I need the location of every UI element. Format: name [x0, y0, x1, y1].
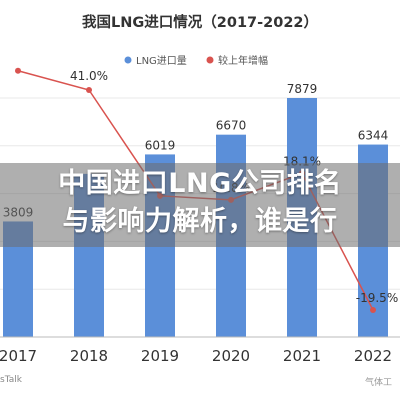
overlay-banner: 中国进口LNG公司排名 与影响力解析，谁是行 — [0, 163, 400, 247]
bar-label-2021: 7879 — [287, 82, 318, 96]
x-tick-2022: 2022 — [354, 347, 392, 365]
growth-point-2018 — [86, 87, 92, 93]
growth-point-2017 — [15, 67, 21, 74]
x-tick-2020: 2020 — [212, 347, 250, 365]
x-axis: 2017 2018 2019 2020 2021 2022 — [0, 336, 400, 365]
legend-bar-label: LNG进口量 — [136, 55, 187, 67]
bar-label-2020: 6670 — [216, 119, 247, 133]
source-label: sTalk — [0, 375, 22, 385]
legend-line-label: 较上年增幅 — [218, 54, 268, 67]
growth-point-2022 — [370, 307, 376, 313]
x-tick-2021: 2021 — [283, 347, 321, 365]
watermark: 气体工 — [364, 378, 392, 388]
legend-line-swatch — [206, 56, 214, 64]
x-tick-2019: 2019 — [141, 347, 179, 365]
growth-label-2022: -19.5% — [356, 291, 398, 305]
bar-label-2022: 6344 — [358, 129, 389, 143]
legend-bar-swatch — [124, 56, 132, 64]
overlay-headline-line1: 中国进口LNG公司排名 — [58, 168, 342, 199]
growth-label-2018: 41.0% — [70, 69, 108, 83]
x-tick-2017: 2017 — [0, 347, 37, 365]
overlay-headline-line2: 与影响力解析，谁是行 — [62, 206, 338, 237]
bar-label-2019: 6019 — [145, 138, 176, 152]
chart-legend: LNG进口量 较上年增幅 — [124, 54, 268, 67]
chart-title: 我国LNG进口情况（2017-2022） — [82, 13, 318, 31]
x-tick-2018: 2018 — [70, 347, 108, 365]
